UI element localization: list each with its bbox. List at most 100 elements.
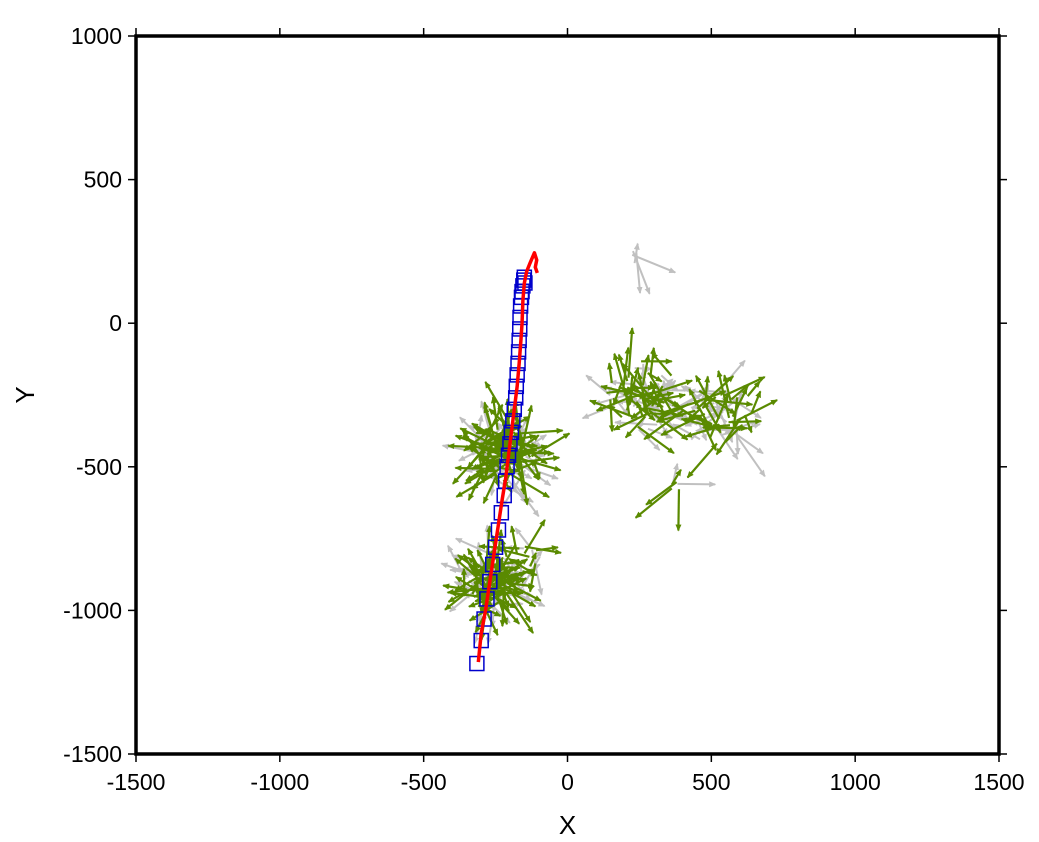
y-tick-label: -1000: [63, 597, 122, 623]
track-line: [476, 251, 539, 663]
x-axis-ticks: -1500 -1000 -500 0 500 1000 1500: [107, 28, 1025, 795]
vector-arrow: [522, 570, 538, 577]
vector-arrow: [475, 558, 520, 573]
vector-arrow: [637, 425, 675, 455]
y-axis-label: Y: [10, 386, 40, 403]
vector-arrow-secondary: [614, 419, 658, 426]
y-tick-label: 500: [84, 167, 122, 193]
vector-arrow: [442, 583, 467, 591]
vector-arrow: [655, 409, 696, 423]
vector-arrow: [743, 414, 753, 434]
x-axis-label: X: [559, 810, 576, 840]
vector-arrow-secondary: [635, 252, 643, 294]
vector-arrow: [444, 583, 478, 611]
vector-arrow: [670, 468, 682, 486]
vector-arrow: [529, 552, 537, 567]
vector-arrow: [612, 382, 623, 406]
vector-arrow: [513, 427, 564, 435]
vector-arrow: [657, 403, 690, 421]
vector-arrow: [454, 557, 492, 591]
vector-arrow: [687, 412, 715, 428]
vector-arrow: [730, 383, 751, 401]
vector-arrow: [467, 472, 484, 502]
vector-arrow-secondary: [514, 527, 532, 549]
vector-arrow: [524, 545, 563, 555]
vector-arrow: [467, 446, 500, 468]
y-axis-ticks: -1500 -1000 -500 0 500 1000: [63, 23, 1007, 767]
vector-arrow: [613, 352, 627, 395]
vector-arrow: [624, 415, 647, 439]
vector-arrow: [715, 417, 742, 456]
vector-arrow: [641, 354, 651, 386]
x-tick-label: -1000: [250, 769, 309, 795]
vector-arrow: [625, 366, 640, 411]
vector-arrow: [528, 563, 537, 593]
x-tick-label: 0: [561, 769, 574, 795]
vector-arrow: [505, 592, 534, 634]
vector-arrow: [709, 394, 729, 438]
vector-arrow: [645, 481, 678, 506]
vector-arrow: [467, 547, 480, 569]
x-tick-label: 1500: [973, 769, 1024, 795]
vector-arrow: [714, 425, 749, 432]
vector-arrow: [483, 405, 492, 428]
vector-arrow: [488, 408, 513, 432]
vector-arrow: [454, 434, 500, 453]
station-marker: [469, 655, 485, 672]
vector-arrow: [470, 566, 488, 582]
vector-arrow: [608, 399, 615, 433]
y-tick-label: -1500: [63, 741, 122, 767]
vector-arrow: [465, 468, 485, 482]
vector-arrow: [634, 487, 673, 519]
vector-arrow: [595, 397, 628, 412]
vector-arrow: [472, 457, 501, 470]
vector-arrow-secondary: [527, 466, 559, 480]
vector-arrow: [686, 442, 718, 479]
vector-arrow: [750, 390, 762, 415]
vector-arrow: [675, 489, 682, 532]
x-tick-label: 500: [692, 769, 730, 795]
vector-arrow: [695, 390, 727, 403]
vector-arrow-secondary: [736, 435, 766, 478]
y-tick-label: 0: [109, 310, 122, 336]
x-tick-label: -1500: [107, 769, 166, 795]
vector-arrow: [473, 569, 481, 605]
vector-arrow: [530, 432, 571, 458]
vector-arrow: [606, 387, 632, 394]
vector-arrow: [647, 379, 694, 397]
vector-arrow: [722, 374, 733, 403]
vector-arrow: [684, 426, 718, 438]
vector-arrow: [651, 392, 687, 403]
vector-arrow: [455, 575, 491, 600]
vector-arrow-secondary: [585, 374, 611, 396]
vector-arrow: [701, 396, 717, 409]
x-tick-label: 1000: [830, 769, 881, 795]
vector-arrow: [477, 604, 502, 617]
vector-arrow: [728, 418, 763, 425]
vector-arrow: [647, 409, 689, 441]
vector-arrow: [499, 587, 506, 628]
y-tick-label: -500: [76, 454, 122, 480]
vector-arrow: [509, 525, 518, 554]
vector-arrow: [482, 474, 498, 505]
vector-arrow: [688, 388, 709, 424]
track-line-layer: [476, 251, 539, 663]
vector-arrow: [635, 400, 644, 418]
vector-arrow: [648, 372, 676, 417]
vector-arrow: [622, 346, 631, 390]
station-marker: [512, 309, 528, 326]
vector-arrow-secondary: [631, 253, 677, 274]
vector-arrow: [484, 381, 510, 422]
vector-arrow: [746, 380, 761, 397]
vector-arrow: [508, 557, 529, 572]
vector-arrow: [515, 456, 562, 472]
x-tick-label: -500: [401, 769, 447, 795]
vector-arrow: [617, 353, 629, 382]
vector-arrow: [489, 460, 500, 488]
vector-arrow: [686, 407, 702, 422]
vector-arrow: [508, 472, 550, 499]
plot-frame: [134, 34, 1001, 756]
vector-arrow: [735, 399, 778, 422]
vector-arrow: [497, 556, 519, 591]
